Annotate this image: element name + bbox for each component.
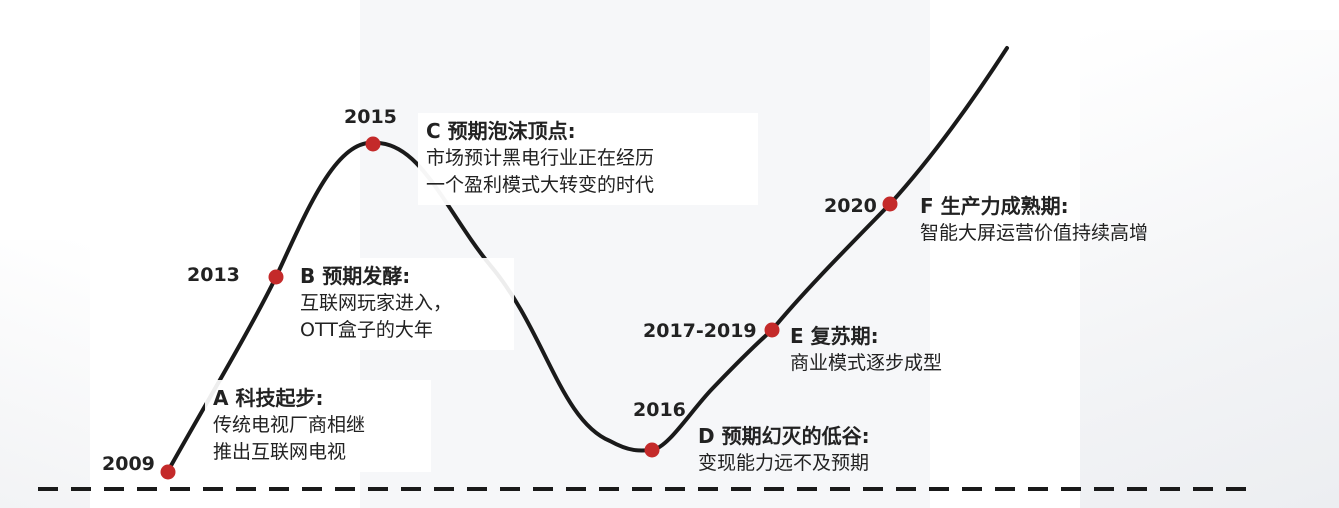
phase-title-a: A 科技起步: [213, 386, 324, 410]
phase-box-e: E 复苏期: 商业模式逐步成型 [782, 318, 1012, 383]
phase-desc-c-line1: 市场预计黑电行业正在经历 [426, 147, 655, 169]
background-panel-left [0, 240, 90, 508]
year-label-f: 2020 [824, 195, 877, 217]
phase-title-d: D 预期幻灭的低谷: [698, 424, 870, 448]
phase-desc-a-line1: 传统电视厂商相继 [213, 414, 366, 436]
phase-title-e: E 复苏期: [790, 324, 879, 348]
phase-box-b: B 预期发酵: 互联网玩家进入， OTT盒子的大年 [292, 258, 514, 350]
phase-desc-b-line2: OTT盒子的大年 [300, 319, 433, 341]
phase-box-f: F 生产力成熟期: 智能大屏运营价值持续高增 [912, 188, 1232, 253]
phase-marker-d [644, 442, 660, 458]
year-label-e: 2017-2019 [643, 320, 757, 342]
phase-title-b: B 预期发酵: [300, 264, 411, 288]
phase-box-a: A 科技起步: 传统电视厂商相继 推出互联网电视 [205, 380, 431, 472]
phase-desc-f-line1: 智能大屏运营价值持续高增 [920, 222, 1149, 244]
phase-box-d: D 预期幻灭的低谷: 变现能力远不及预期 [690, 418, 950, 483]
phase-desc-d-line1: 变现能力远不及预期 [698, 452, 870, 474]
phase-desc-b-line1: 互联网玩家进入， [300, 292, 453, 314]
phase-marker-c [365, 136, 381, 152]
phase-marker-e [764, 322, 780, 338]
phase-desc-c-line2: 一个盈利模式大转变的时代 [426, 174, 655, 196]
phase-marker-f [882, 196, 898, 212]
phase-marker-a [160, 464, 176, 480]
year-label-b: 2013 [187, 264, 240, 286]
year-label-c: 2015 [344, 106, 397, 128]
phase-box-c: C 预期泡沫顶点: 市场预计黑电行业正在经历 一个盈利模式大转变的时代 [418, 113, 758, 205]
year-label-d: 2016 [633, 399, 686, 421]
phase-desc-a-line2: 推出互联网电视 [213, 441, 347, 463]
phase-marker-b [268, 269, 284, 285]
phase-title-f: F 生产力成熟期: [920, 194, 1069, 218]
year-label-a: 2009 [102, 453, 155, 475]
hype-curve [166, 46, 1009, 473]
background-panel [360, 0, 930, 508]
phase-desc-e-line1: 商业模式逐步成型 [790, 352, 943, 374]
background-panel-right [1080, 30, 1339, 508]
phase-title-c: C 预期泡沫顶点: [426, 119, 576, 143]
